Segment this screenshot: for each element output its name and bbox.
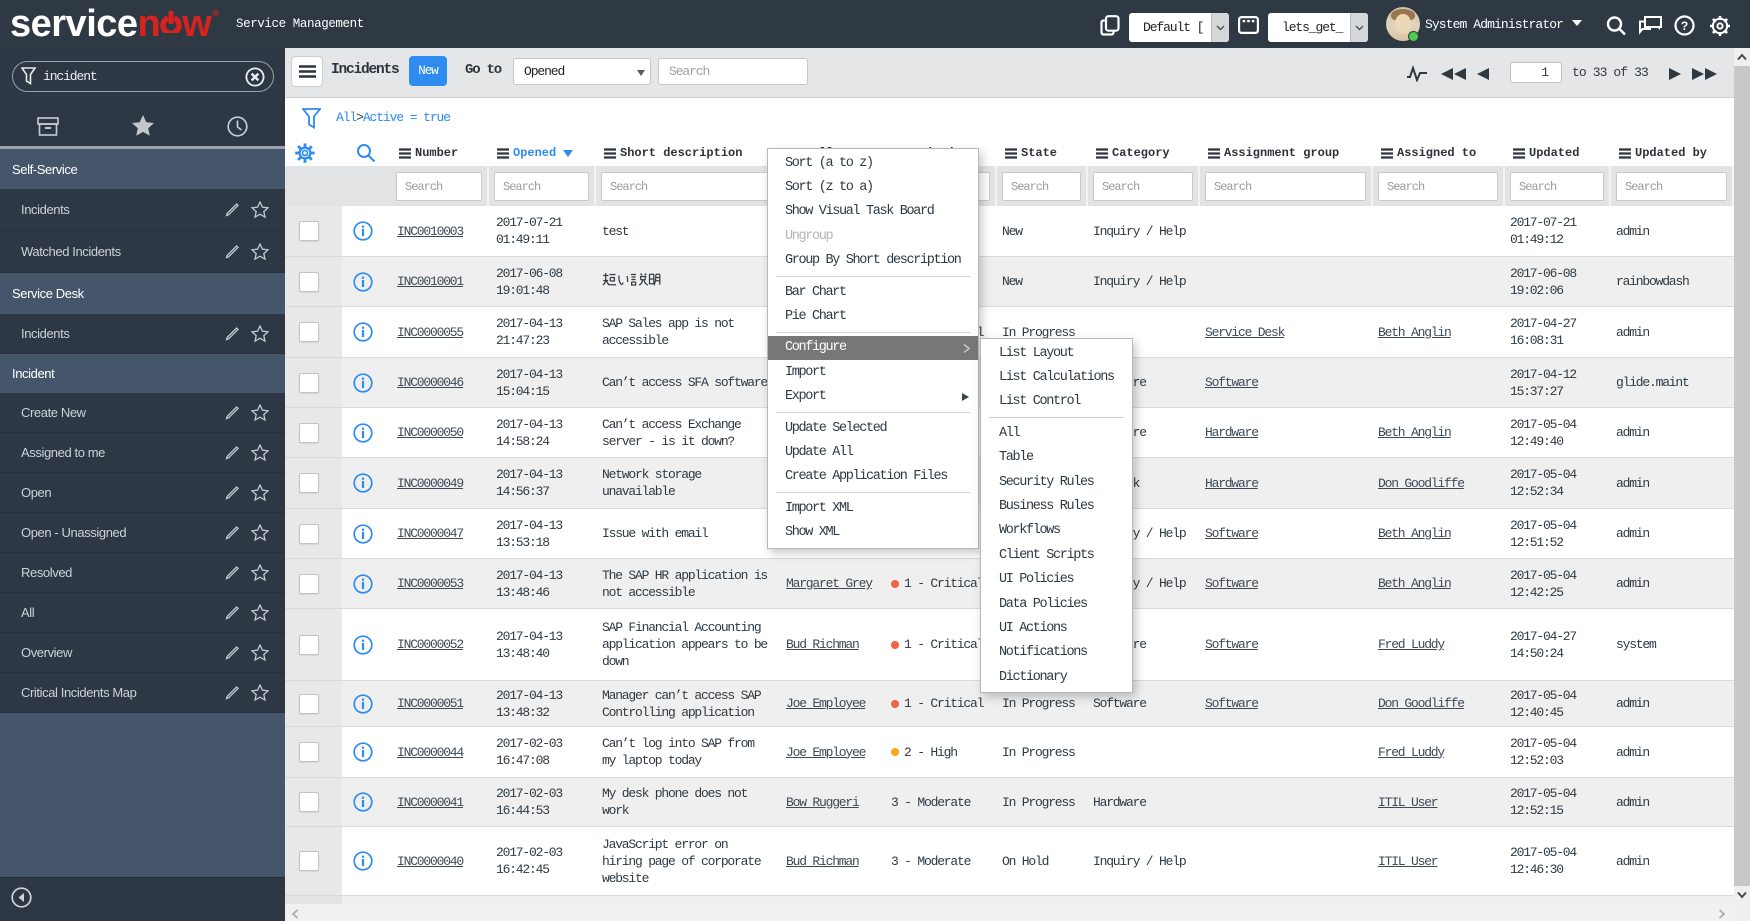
svg-text:?: ? <box>1681 19 1688 33</box>
